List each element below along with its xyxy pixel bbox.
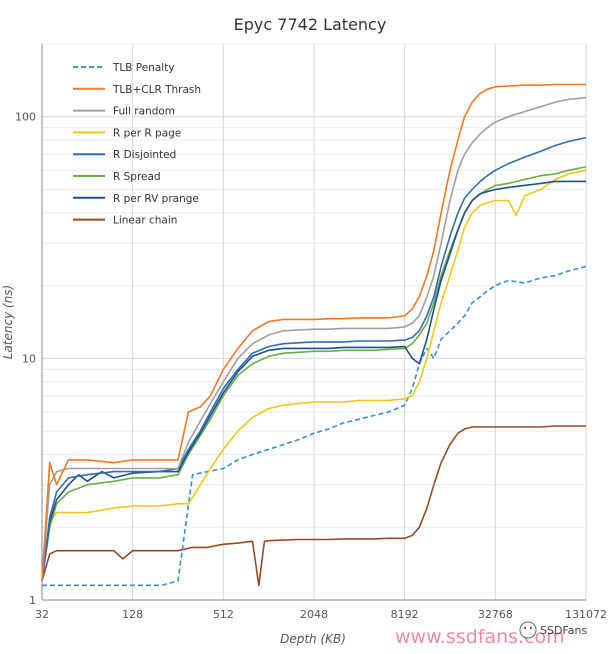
legend-item-label: R Spread	[113, 171, 161, 183]
y-axis-label: Latency (ns)	[1, 285, 15, 359]
wechat-icon-eye-right	[529, 626, 533, 630]
legend-item-label: TLB Penalty	[112, 62, 175, 74]
watermark-brand-group: SSDFans	[519, 621, 587, 639]
x-tick-label: 32768	[478, 608, 513, 621]
x-tick-label: 32	[35, 608, 49, 621]
x-tick-label: 128	[122, 608, 143, 621]
y-tick-label: 100	[15, 111, 36, 124]
x-tick-label: 8192	[391, 608, 419, 621]
y-tick-label: 10	[22, 352, 36, 365]
legend-item-label: R Disjointed	[113, 149, 176, 161]
legend-item-label: R per R page	[113, 127, 181, 139]
series-line-r-spread	[41, 166, 587, 582]
series-line-linear-chain	[41, 425, 586, 587]
chart-legend: TLB Penalty TLB+CLR Thrash Full random R pe…	[73, 62, 201, 227]
series-line-r-disjointed	[41, 136, 587, 581]
series-line-r-per-rv-prange	[41, 180, 586, 582]
y-tick-label: 1	[29, 594, 36, 607]
chart-title: Epyc 7742 Latency	[234, 15, 387, 34]
legend-item-label: R per RV prange	[113, 193, 199, 205]
x-axis-label: Depth (KB)	[280, 632, 346, 646]
wechat-icon	[519, 621, 537, 639]
chart-axes: 1 10 100 32 128 512 2048 8192 32768 131072	[15, 44, 607, 621]
legend-item-label: Full random	[113, 106, 175, 118]
series-layer	[41, 83, 587, 587]
series-line-r-per-r-page	[41, 169, 587, 582]
legend-item-label: Linear chain	[113, 215, 177, 227]
wechat-icon-eye-left	[523, 626, 527, 630]
x-tick-label: 512	[213, 608, 234, 621]
watermark-brand: SSDFans	[540, 624, 587, 637]
x-tick-label: 2048	[300, 608, 328, 621]
series-line-tlb-clr-thrash	[41, 83, 586, 581]
x-tick-label: 131072	[565, 608, 607, 621]
series-line-tlb-penalty	[42, 265, 587, 587]
legend-item-label: TLB+CLR Thrash	[112, 84, 201, 96]
series-line-full-random	[41, 96, 587, 581]
